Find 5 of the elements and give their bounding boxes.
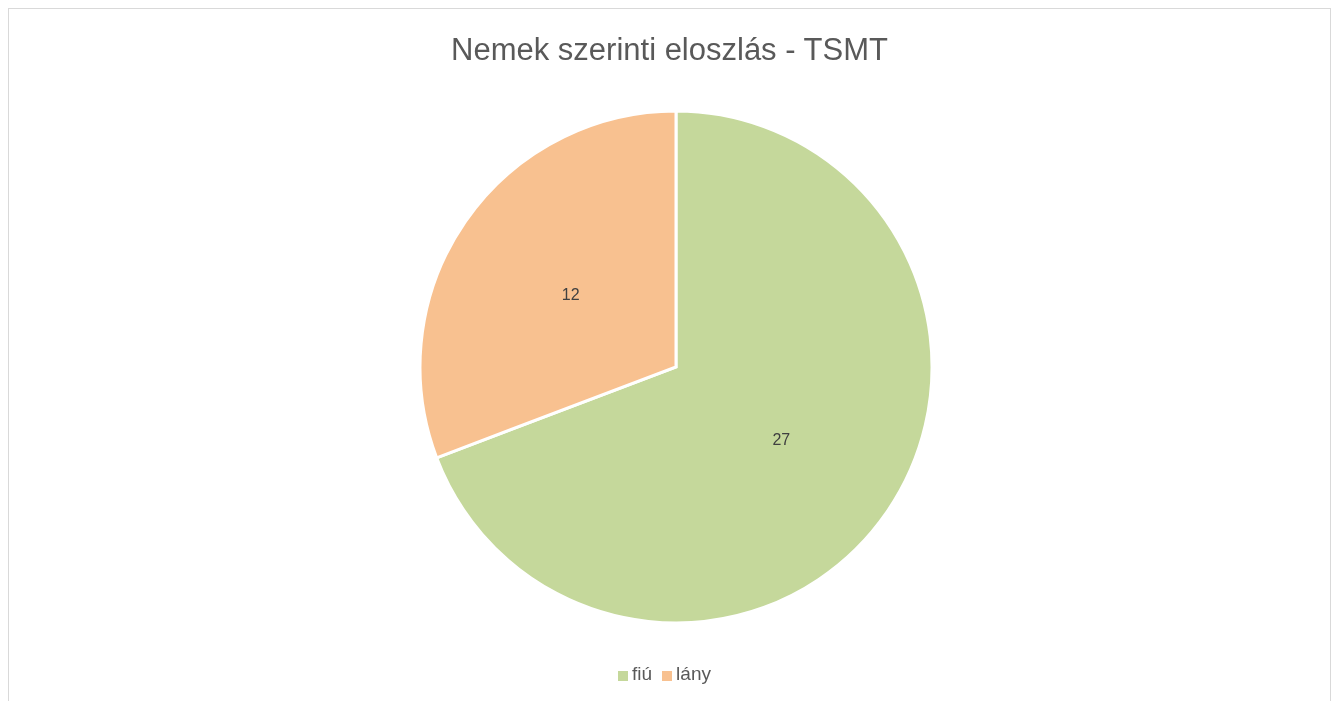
data-label: 27 xyxy=(772,431,791,449)
data-label: 12 xyxy=(561,285,580,303)
legend-label: fiú xyxy=(632,663,653,684)
legend-label: lány xyxy=(676,663,711,684)
chart-title: Nemek szerinti eloszlás - TSMT xyxy=(450,32,889,68)
